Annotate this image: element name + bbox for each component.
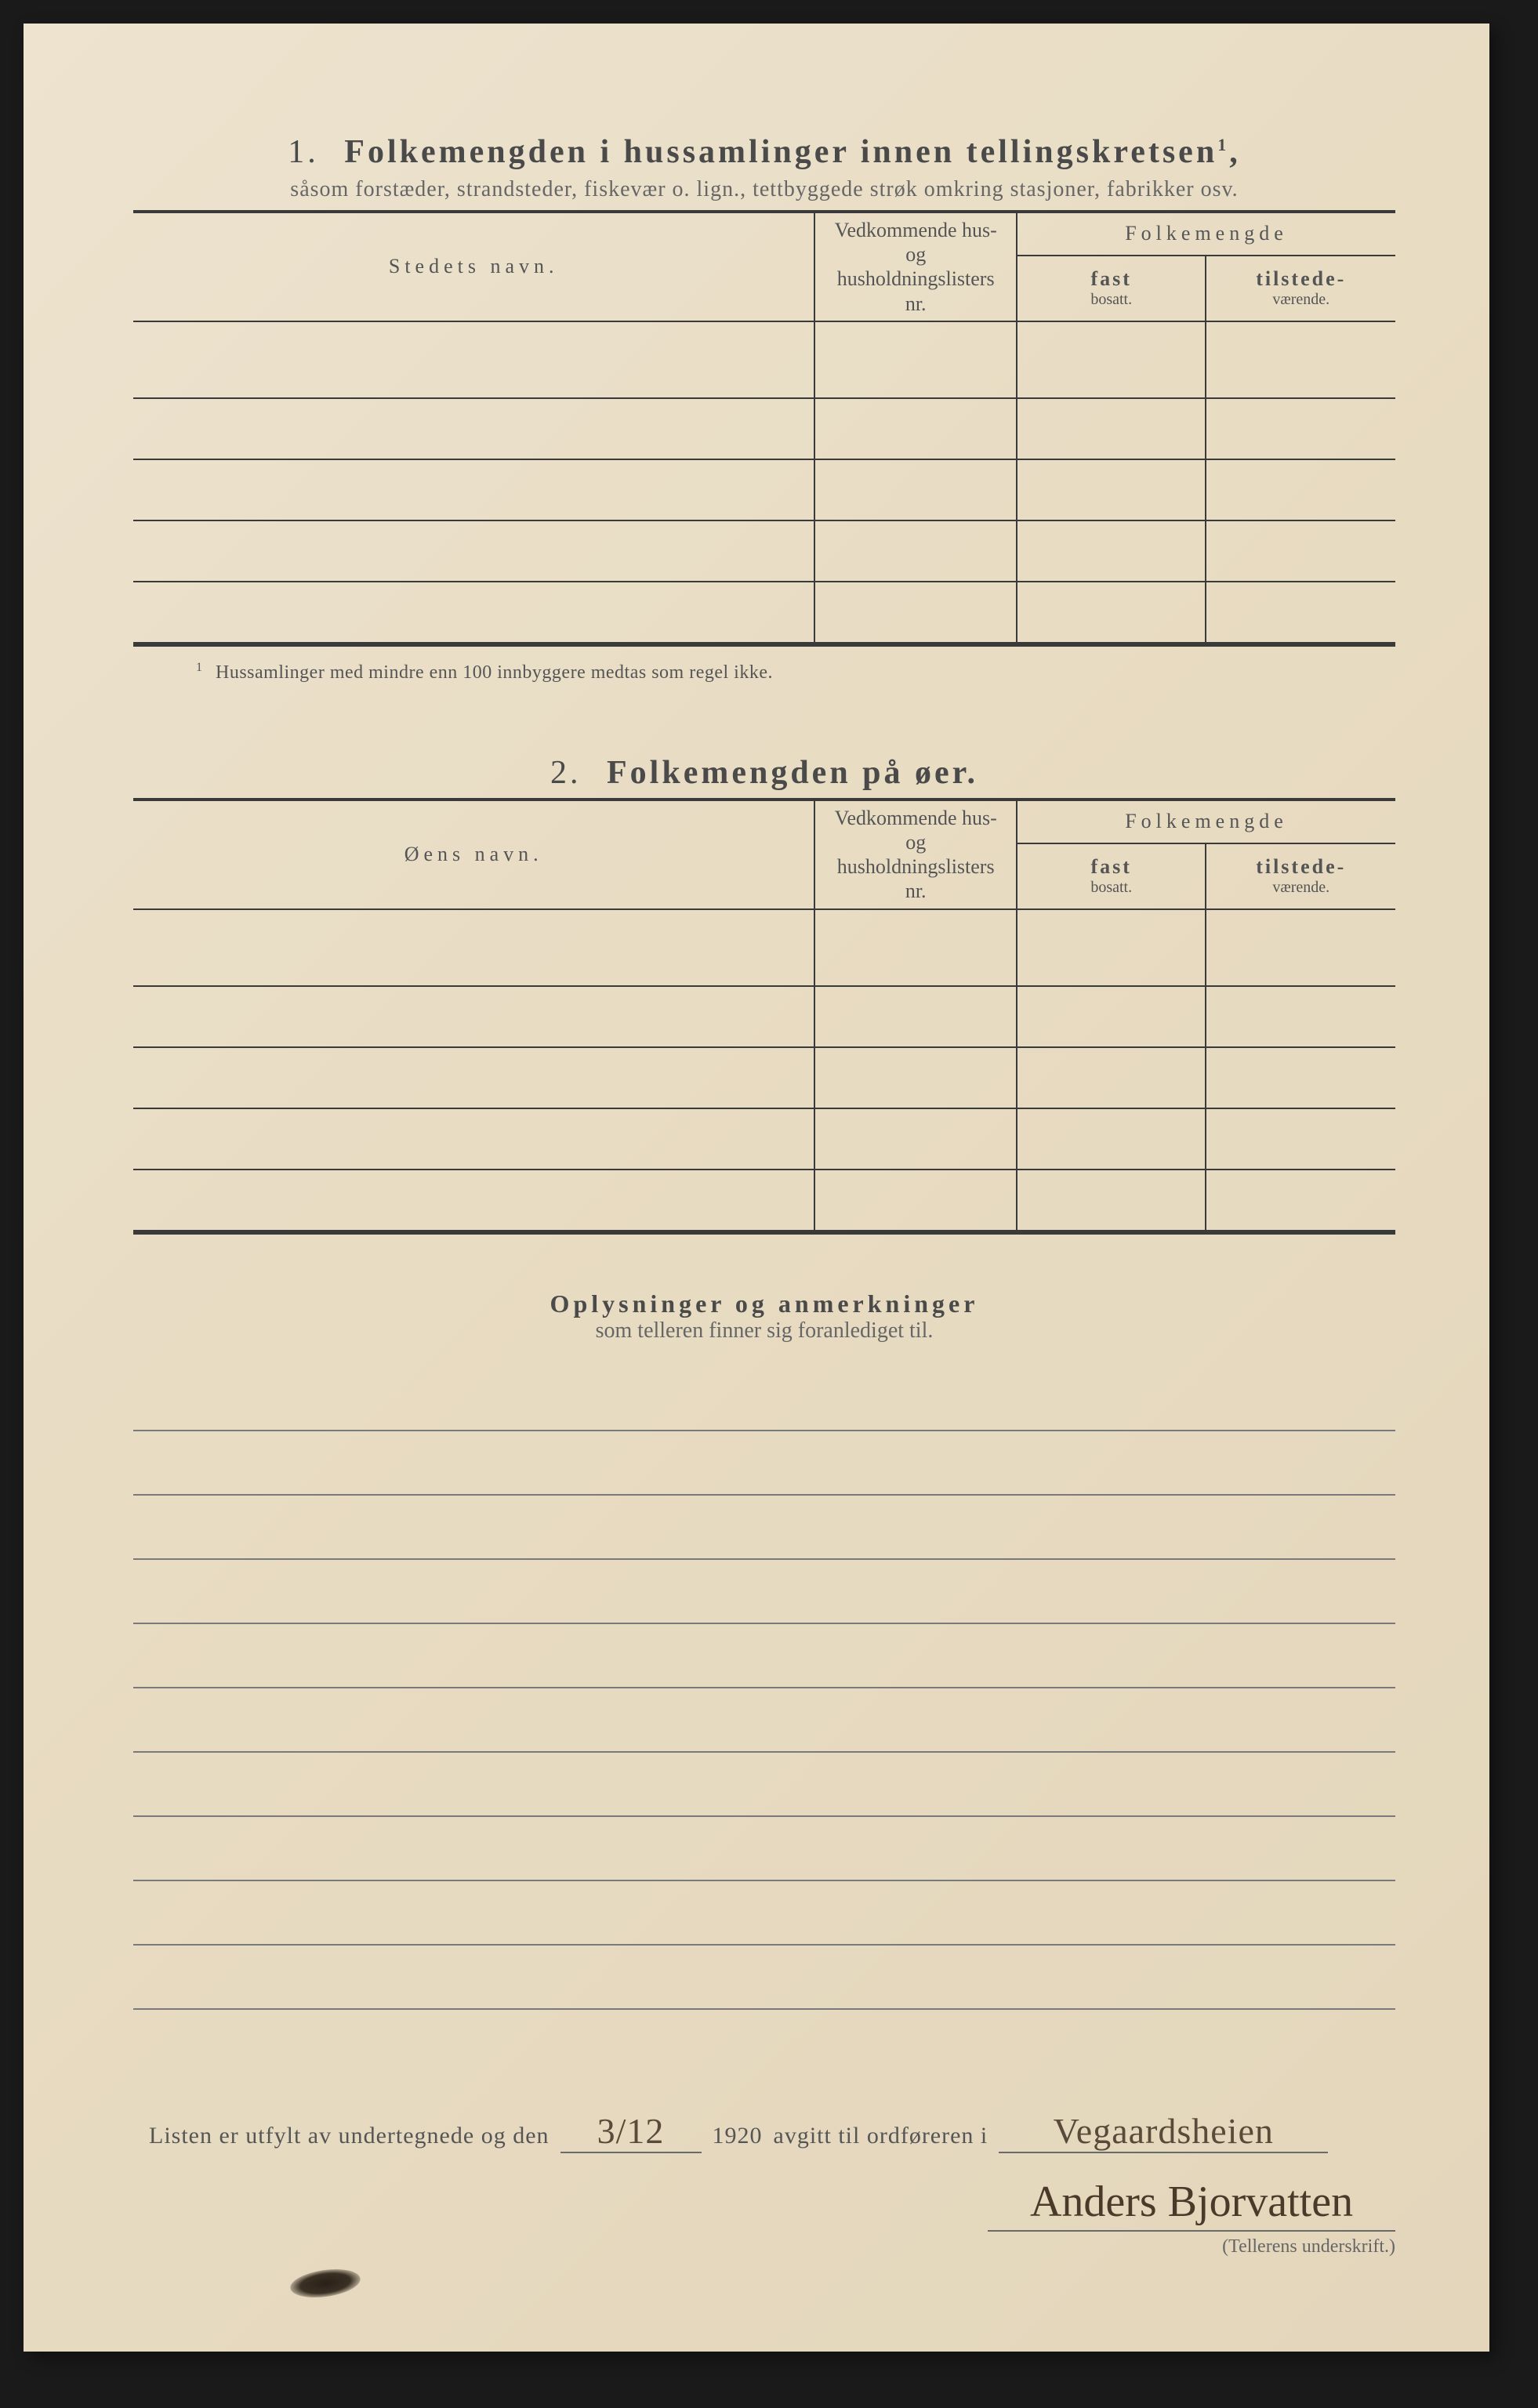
signature-label: (Tellerens underskrift.) — [149, 2236, 1395, 2258]
ruled-line — [133, 1367, 1395, 1431]
ruled-line — [133, 1946, 1395, 2010]
section1-table: Stedets navn. Vedkommende hus- og hushol… — [133, 213, 1395, 644]
s1-col-fast: fast bosatt. — [1017, 256, 1206, 321]
bottom-block: Listen er utfylt av undertegnede og den … — [149, 2110, 1395, 2258]
table-row — [133, 986, 1395, 1047]
table-row — [133, 1047, 1395, 1108]
attest-text1: Listen er utfylt av undertegnede og den — [149, 2123, 550, 2149]
section1-title: 1. Folkemengden i hussamlinger innen tel… — [133, 133, 1395, 171]
section3-title: Oplysninger og anmerkninger — [133, 1289, 1395, 1318]
section1-bottom-rule — [133, 644, 1395, 647]
table-row — [133, 398, 1395, 459]
table-row — [133, 321, 1395, 398]
remarks-ruled-area — [133, 1367, 1395, 2010]
section1-sup: 1 — [1217, 135, 1229, 154]
s2-col-fast: fast bosatt. — [1017, 843, 1206, 909]
attest-place: Vegaardsheien — [999, 2110, 1328, 2153]
s2-col-til: tilstede- værende. — [1206, 843, 1395, 909]
attestation-line: Listen er utfylt av undertegnede og den … — [149, 2110, 1395, 2153]
ruled-line — [133, 1624, 1395, 1688]
table-row — [133, 1170, 1395, 1231]
table-row — [133, 459, 1395, 520]
section2-bottom-rule — [133, 1231, 1395, 1235]
ruled-line — [133, 1817, 1395, 1881]
s2-col-ref: Vedkommende hus- og husholdningslisters … — [814, 801, 1017, 909]
s2-col-name: Øens navn. — [133, 801, 814, 909]
signature-block: Anders Bjorvatten (Tellerens underskrift… — [149, 2177, 1395, 2258]
ruled-line — [133, 1431, 1395, 1496]
attest-text2: avgitt til ordføreren i — [774, 2123, 988, 2149]
s1-col-name: Stedets navn. — [133, 213, 814, 321]
ruled-line — [133, 1496, 1395, 1560]
section1-subtitle: såsom forstæder, strandsteder, fiskevær … — [133, 177, 1395, 202]
ink-smudge — [288, 2265, 362, 2301]
ruled-line — [133, 1560, 1395, 1624]
ruled-line — [133, 1688, 1395, 1753]
section1-title-text: Folkemengden i hussamlinger innen tellin… — [344, 134, 1217, 170]
attest-year: 1920 — [713, 2123, 763, 2149]
document-page: 1. Folkemengden i hussamlinger innen tel… — [24, 24, 1489, 2352]
s2-col-pop: Folkemengde — [1017, 801, 1395, 843]
table-row — [133, 520, 1395, 582]
s1-col-til: tilstede- værende. — [1206, 256, 1395, 321]
section2-number: 2. — [550, 755, 582, 791]
table-row — [133, 1108, 1395, 1170]
table-row — [133, 909, 1395, 986]
table-row — [133, 582, 1395, 643]
section2-table: Øens navn. Vedkommende hus- og husholdni… — [133, 801, 1395, 1231]
section3-subtitle: som telleren finner sig foranlediget til… — [133, 1318, 1395, 1344]
s1-col-pop: Folkemengde — [1017, 213, 1395, 256]
ruled-line — [133, 1881, 1395, 1946]
signature: Anders Bjorvatten — [988, 2177, 1395, 2232]
attest-date: 3/12 — [560, 2110, 702, 2153]
section1-footnote: 1 Hussamlinger med mindre enn 100 innbyg… — [196, 661, 1395, 684]
section2-title: 2. Folkemengden på øer. — [133, 754, 1395, 792]
s1-col-ref: Vedkommende hus- og husholdningslisters … — [814, 213, 1017, 321]
ruled-line — [133, 1753, 1395, 1817]
section1-number: 1. — [288, 134, 319, 170]
section2-title-text: Folkemengden på øer. — [607, 755, 978, 791]
